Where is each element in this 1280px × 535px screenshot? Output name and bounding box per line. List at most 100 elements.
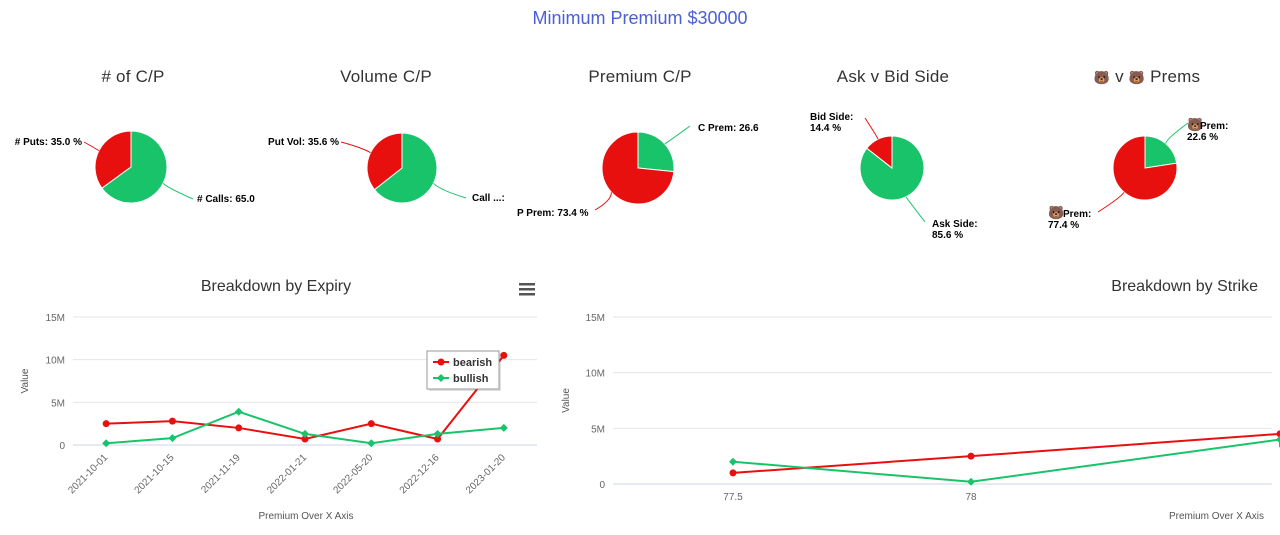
pie-data-label: 77.4 % <box>1048 220 1079 231</box>
data-point <box>367 420 375 428</box>
y-tick-label: 10M <box>586 369 605 380</box>
x-tick-label: 2022-05-20 <box>331 452 375 496</box>
legend-item-bearish[interactable]: bearish <box>453 357 492 369</box>
pie-slice <box>373 132 438 204</box>
x-axis-title: Premium Over X Axis <box>258 511 353 522</box>
y-axis-title: Value <box>20 368 31 393</box>
pie-charts: # Calls: 65.0 # Puts: 35.0 % Call ...: Put … <box>15 112 1229 241</box>
x-axis-title: Premium Over X Axis <box>1169 511 1264 522</box>
pie-connector <box>162 182 194 200</box>
pie-data-label: # Puts: 35.0 % <box>15 137 82 148</box>
pie-slice <box>101 130 168 204</box>
pie-chart-2: C Prem: 26.6 P Prem: 73.4 % <box>517 123 759 219</box>
data-point <box>168 417 176 425</box>
pie-data-label: Call ...: <box>472 193 505 204</box>
menu-icon-bar <box>519 293 535 296</box>
pie-data-label: Ask Side: <box>932 219 978 230</box>
pie-title-prems-v: v <box>1115 67 1124 86</box>
pie-data-label: Prem: <box>1200 121 1228 132</box>
data-point <box>967 477 975 486</box>
chart-title: Breakdown by Strike <box>1111 278 1258 295</box>
pie-data-label: Prem: <box>1063 209 1091 220</box>
pie-connector <box>83 141 100 152</box>
y-tick-label: 15M <box>46 313 65 324</box>
menu-icon-bar <box>519 283 535 286</box>
x-tick-label: 2022-12-16 <box>398 452 442 496</box>
data-point <box>434 435 442 443</box>
pie-slice <box>366 132 403 191</box>
data-point <box>102 420 110 428</box>
y-tick-label: 5M <box>51 398 65 409</box>
pie-title-side: Ask v Bid Side <box>836 67 950 86</box>
y-axis-title: Value <box>561 388 572 413</box>
bear-icon: 🐻 <box>1128 70 1146 85</box>
pie-data-label: 14.4 % <box>810 123 841 134</box>
x-tick-label: 77.5 <box>723 492 743 503</box>
data-point <box>729 457 737 466</box>
menu-icon[interactable] <box>519 283 535 296</box>
pie-connector <box>340 141 371 154</box>
data-point <box>234 407 243 416</box>
pie-slice <box>1112 135 1178 201</box>
pie-connector <box>594 192 612 211</box>
pie-connector <box>864 117 879 140</box>
data-point <box>235 424 243 432</box>
data-point <box>729 469 737 477</box>
menu-icon-bar <box>519 288 535 291</box>
pie-chart-4: 🐻Prem:22.6 %🐻Prem:77.4 % <box>1048 116 1228 231</box>
page-title: Minimum Premium $30000 <box>532 8 748 28</box>
pie-slice <box>601 131 675 205</box>
pie-data-label: 22.6 % <box>1187 132 1218 143</box>
pie-chart-1: Call ...: Put Vol: 35.6 % <box>268 132 505 204</box>
series-line-bearish <box>732 432 1280 474</box>
data-point <box>102 439 111 448</box>
data-point <box>433 429 442 438</box>
pie-connector <box>664 125 691 145</box>
pie-data-label: # Calls: 65.0 <box>197 194 255 205</box>
data-point <box>168 434 177 443</box>
y-tick-label: 0 <box>59 441 65 452</box>
pie-title-volume: Volume C/P <box>340 67 432 86</box>
data-point <box>437 358 445 366</box>
x-tick-label: 2021-10-01 <box>66 452 110 496</box>
pie-title-prems-suffix: Prems <box>1150 67 1201 86</box>
line-chart-1: Breakdown by Strike Value 0 5M 10M 15M Premium… <box>561 278 1280 522</box>
pie-data-label: 85.6 % <box>932 230 963 241</box>
pie-data-label: Put Vol: 35.6 % <box>268 137 339 148</box>
x-tick-label: 2023-01-20 <box>464 452 508 496</box>
bear-icon: 🐻 <box>1048 204 1064 220</box>
legend-item-bullish[interactable]: bullish <box>453 373 489 385</box>
legend-box <box>426 350 500 390</box>
y-tick-label: 15M <box>586 313 605 324</box>
data-point <box>301 429 309 438</box>
line-chart-0: Breakdown by Expiry Value 0 5M 10M 15M Premium… <box>20 278 537 522</box>
pie-connector <box>433 182 467 199</box>
pie-title-premium: Premium C/P <box>588 67 692 86</box>
data-point <box>967 452 975 460</box>
x-tick-label: 2021-10-15 <box>133 452 177 496</box>
x-tick-label: 2022-01-21 <box>265 452 309 496</box>
y-tick-label: 0 <box>599 480 605 491</box>
pie-slice <box>637 131 675 173</box>
pie-chart-3: Ask Side:85.6 % Bid Side:14.4 % <box>810 112 978 241</box>
pie-title-prems: 🐻 v 🐻 Prems <box>1019 67 1275 87</box>
pie-connector <box>905 196 926 223</box>
data-point <box>437 374 445 382</box>
pie-connector <box>1097 191 1125 213</box>
pie-title-count: # of C/P <box>101 67 165 86</box>
y-tick-label: 10M <box>46 356 65 367</box>
y-tick-label: 5M <box>591 424 605 435</box>
pie-chart-0: # Calls: 65.0 # Puts: 35.0 % <box>15 130 255 205</box>
x-tick-label: 2021-11-19 <box>199 452 243 496</box>
bear-icon: 🐻 <box>1187 116 1203 132</box>
pie-data-label: P Prem: 73.4 % <box>517 208 589 219</box>
legend: bearish bullish <box>426 350 501 391</box>
data-point <box>499 423 508 432</box>
pie-connector <box>1165 122 1189 144</box>
pie-data-label: C Prem: 26.6 <box>698 123 759 134</box>
data-point <box>500 351 508 359</box>
data-point <box>367 439 376 448</box>
data-point <box>1276 435 1280 444</box>
chart-title: Breakdown by Expiry <box>201 278 351 295</box>
